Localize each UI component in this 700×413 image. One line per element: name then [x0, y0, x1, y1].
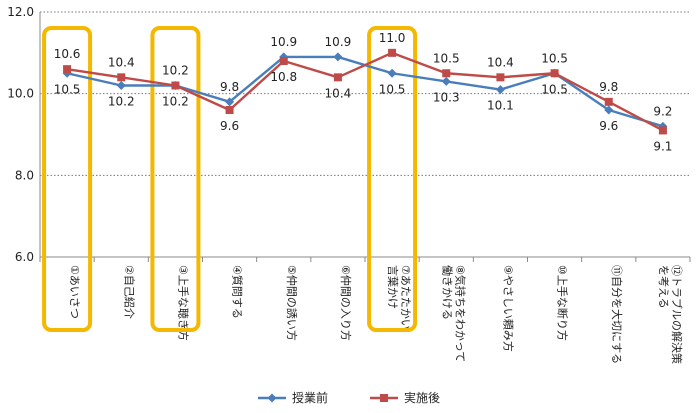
x-category-label: ④質問する	[231, 265, 245, 319]
y-axis: 6.0 8.0 10.0 12.0	[7, 5, 41, 264]
point-marker	[550, 69, 559, 78]
x-category-label: ⑤仲間の誘い方	[285, 265, 299, 341]
data-label: 9.2	[653, 104, 672, 118]
highlight-box	[367, 26, 418, 332]
data-label: 10.4	[108, 55, 135, 69]
point-marker	[496, 73, 505, 82]
data-label: 11.0	[379, 31, 406, 45]
data-label: 10.4	[325, 86, 352, 100]
data-label: 10.4	[487, 55, 514, 69]
data-label: 9.6	[599, 119, 618, 133]
data-label: 9.8	[220, 80, 239, 94]
data-labels: 10.5 10.6 10.2 10.4 10.2 10.2 9.8 9.6 10.9 10.8 10…	[54, 31, 673, 154]
data-label: 10.5	[541, 82, 568, 96]
data-label: 10.2	[108, 95, 135, 109]
legend-marker	[267, 393, 277, 403]
x-category-label: ⑩上手な断り方	[556, 265, 570, 341]
data-label: 10.3	[433, 90, 460, 104]
x-category-label: ①あいさつ	[68, 265, 81, 319]
point-marker	[117, 73, 126, 82]
point-marker	[388, 48, 397, 57]
point-marker	[225, 106, 234, 114]
data-label: 9.6	[220, 119, 239, 133]
series-line	[66, 51, 664, 132]
x-category-label: ⑥仲間の入り方	[339, 265, 353, 341]
series-line	[66, 55, 664, 128]
x-category-label: 言葉かけ	[386, 265, 400, 309]
highlight-boxes	[42, 26, 418, 332]
legend: 授業前 実施後	[258, 390, 440, 405]
data-label: 10.2	[162, 95, 189, 109]
point-marker	[116, 81, 126, 90]
data-label: 10.5	[433, 51, 460, 65]
x-category-label: を考える	[657, 265, 670, 309]
point-marker	[171, 81, 180, 90]
x-axis: ①あいさつ ②自己紹介 ③上手な聴き方 ④質問する ⑤仲間の誘い方 ⑥仲間の入り方 ⑦あたた…	[39, 256, 691, 364]
x-category-label: ⑪自分を大切にする	[610, 265, 624, 364]
highlight-box	[150, 26, 201, 332]
legend-label: 実施後	[404, 390, 440, 405]
point-marker	[442, 69, 451, 78]
data-label: 9.8	[599, 80, 618, 94]
point-marker	[604, 97, 613, 106]
data-label: 10.5	[541, 51, 568, 65]
point-marker	[495, 85, 505, 95]
x-category-label: ⑧気持ちをわかって	[453, 265, 467, 362]
y-tick-label: 6.0	[15, 250, 34, 264]
data-label: 10.5	[54, 82, 81, 96]
x-category-label: ⑦あたたかい	[399, 265, 412, 330]
point-marker	[658, 126, 667, 135]
data-label: 10.8	[270, 70, 297, 84]
x-category-label: 働きかける	[440, 265, 453, 320]
data-label: 10.9	[270, 35, 297, 49]
series-group	[62, 48, 668, 135]
y-tick-label: 10.0	[7, 87, 34, 101]
point-marker	[441, 76, 451, 86]
point-marker	[333, 52, 343, 62]
data-label: 10.1	[487, 99, 514, 113]
legend-label: 授業前	[292, 390, 328, 405]
point-marker	[604, 105, 614, 115]
point-marker	[225, 97, 235, 107]
data-label: 9.1	[653, 139, 672, 153]
data-label: 10.6	[54, 47, 81, 61]
point-marker	[63, 65, 72, 74]
y-tick-label: 8.0	[15, 168, 34, 182]
x-category-label: ⑨やさしい頼み方	[501, 265, 515, 352]
y-tick-label: 12.0	[7, 5, 34, 19]
point-marker	[333, 73, 342, 82]
x-category-label: ⑫トラブルの解決策	[670, 265, 684, 364]
point-marker	[387, 68, 397, 78]
legend-marker	[380, 394, 388, 402]
data-label: 10.5	[379, 82, 406, 96]
data-label: 10.2	[162, 64, 189, 78]
x-category-label: ②自己紹介	[122, 265, 135, 319]
x-category-label: ③上手な聴き方	[176, 265, 190, 341]
data-label: 10.9	[325, 35, 352, 49]
point-marker	[279, 57, 288, 65]
highlight-box	[42, 26, 93, 332]
